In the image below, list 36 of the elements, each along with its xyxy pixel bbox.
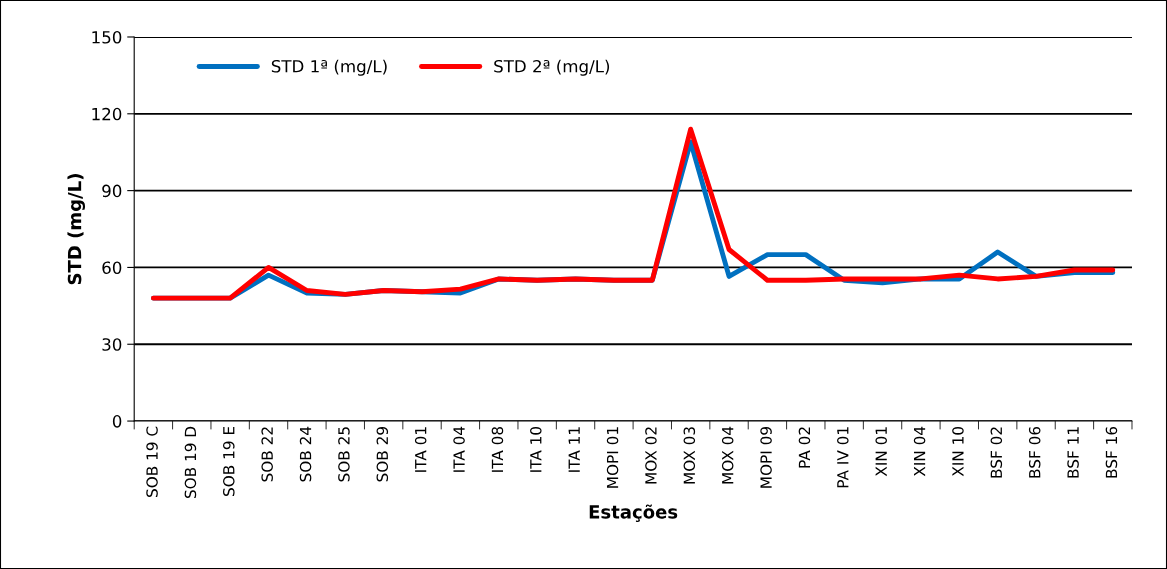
legend-label: STD 2ª (mg/L): [494, 59, 610, 76]
x-axis-title: Estações: [589, 504, 678, 522]
legend-label: STD 1ª (mg/L): [271, 59, 387, 76]
x-tick-label: MOX 02: [645, 427, 657, 484]
x-tick-label: PA IV 01: [837, 427, 849, 488]
x-tick-label: BSF 06: [1028, 426, 1041, 478]
x-tick-label: SOB 19 E: [223, 426, 235, 496]
x-tick-label: SOB 29: [376, 427, 389, 482]
y-tick-label: 150: [92, 30, 122, 44]
y-tick-label: 30: [102, 338, 122, 351]
x-tick-label: ITA 01: [414, 427, 427, 472]
x-tick-label: XIN 04: [913, 426, 926, 477]
x-tick-label: PA 02: [798, 427, 811, 468]
x-tick-label: SOB 25: [338, 427, 350, 482]
x-tick-label: SOB 19 D: [184, 426, 197, 499]
x-tick-label: BSF 11: [1067, 427, 1079, 478]
x-tick-label: ITA 10: [530, 426, 542, 472]
x-tick-label: MOPI 09: [760, 427, 772, 488]
x-tick-label: BSF 16: [1105, 426, 1118, 478]
x-tick-label: ITA 04: [453, 426, 465, 472]
y-tick-label: 60: [102, 261, 122, 274]
x-tick-label: SOB 19 C: [146, 426, 158, 497]
y-tick-label: 0: [112, 415, 122, 428]
x-tick-label: BSF 02: [990, 427, 1003, 478]
y-tick-label: 120: [92, 107, 122, 121]
x-tick-label: XIN 10: [952, 426, 964, 477]
x-tick-label: ITA 08: [491, 426, 504, 472]
y-tick-label: 90: [102, 184, 122, 198]
y-axis-title: STD (mg/L): [67, 174, 86, 285]
x-tick-label: MOX 04: [721, 426, 734, 484]
x-tick-label: MOX 03: [683, 427, 696, 484]
x-tick-label: SOB 24: [299, 426, 312, 482]
x-tick-label: XIN 01: [875, 427, 887, 477]
x-tick-label: MOPI 01: [606, 427, 619, 488]
x-tick-label: SOB 22: [261, 427, 273, 482]
x-tick-label: ITA 11: [568, 427, 580, 472]
